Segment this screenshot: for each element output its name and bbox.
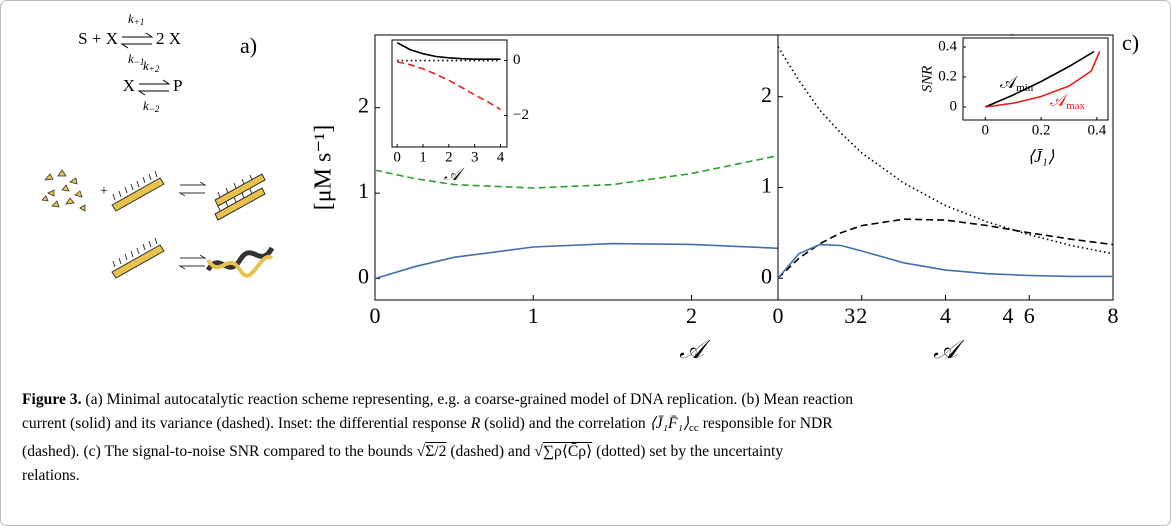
rate: k+2 bbox=[143, 58, 160, 74]
y-tick-label: 1 bbox=[358, 178, 369, 203]
equilibrium-arrow bbox=[120, 32, 154, 49]
nucleotides bbox=[41, 169, 86, 212]
x-tick-label: 0.2 bbox=[1032, 122, 1051, 138]
plot-frame bbox=[391, 39, 508, 148]
rate: k+1 bbox=[128, 11, 144, 27]
caption-text: (dotted) set by the uncertainty bbox=[592, 443, 784, 460]
x-tick-label: 4 bbox=[1003, 303, 1014, 328]
x-tick-label: 2 bbox=[856, 303, 867, 328]
y-tick-label: 2 bbox=[761, 82, 772, 107]
series-subscript: max bbox=[1066, 100, 1085, 112]
caption-text: (a) Minimal autocatalytic reaction schem… bbox=[81, 391, 854, 408]
x-tick-label: 0.4 bbox=[1087, 122, 1106, 138]
series-label: 𝒜min bbox=[1000, 73, 1034, 94]
series-subscript: min bbox=[1016, 82, 1034, 94]
y-axis-label: [μM s⁻¹] bbox=[311, 125, 337, 210]
x-tick-label: 1 bbox=[528, 303, 539, 328]
x-tick-label: 2 bbox=[686, 303, 697, 328]
plot-frame bbox=[962, 37, 1109, 121]
y-tick-label: 0 bbox=[358, 264, 369, 289]
products: P bbox=[173, 76, 182, 95]
x-tick-label: 1 bbox=[419, 149, 427, 165]
panel-label: a) bbox=[240, 33, 257, 58]
math: Σ/2 bbox=[425, 443, 447, 460]
x-tick-label: 3 bbox=[844, 303, 855, 328]
caption-text: responsible for NDR bbox=[698, 414, 833, 432]
x-axis-label: 𝒜 bbox=[444, 165, 465, 184]
x-tick-label: 6 bbox=[1024, 303, 1035, 328]
reactants: X bbox=[123, 76, 135, 95]
series-line bbox=[396, 41, 501, 60]
caption-line: Figure 3. (a) Minimal autocatalytic reac… bbox=[22, 388, 853, 412]
y-tick-label: −2 bbox=[513, 107, 529, 123]
caption: Figure 3. (a) Minimal autocatalytic reac… bbox=[22, 388, 853, 487]
x-axis-label: 𝒜 bbox=[679, 335, 711, 364]
x-tick-label: 0 bbox=[773, 303, 784, 328]
equilibrium-arrow bbox=[137, 79, 171, 96]
y-tick-label: 1 bbox=[761, 173, 772, 198]
rate: k−1 bbox=[128, 51, 144, 67]
x-tick-label: 3 bbox=[471, 149, 479, 165]
x-tick-label: 8 bbox=[1108, 303, 1119, 328]
caption-line: (dashed). (c) The signal-to-noise SNR co… bbox=[22, 440, 853, 464]
y-tick-label: 0.2 bbox=[938, 68, 957, 84]
caption-text: relations. bbox=[22, 466, 80, 484]
panel-label: c) bbox=[1122, 30, 1139, 55]
math: √ bbox=[534, 443, 543, 460]
series-line bbox=[778, 218, 1113, 279]
math: ∑ρ⟨C̄ρ⟩ bbox=[542, 443, 593, 460]
caption-line: current (solid) and its variance (dashed… bbox=[22, 412, 853, 441]
x-tick-label: 4 bbox=[497, 149, 505, 165]
caption-text: current (solid) and its variance (dashed… bbox=[22, 414, 471, 432]
math: R bbox=[470, 414, 481, 432]
chart: 0 1 2 3 4 0 −2 𝒜 bbox=[391, 39, 529, 184]
x-axis-label: ⟨J̄₁⟩ bbox=[1028, 147, 1055, 166]
y-tick-label: 2 bbox=[358, 93, 369, 118]
series-name: 𝒜 bbox=[1000, 73, 1018, 92]
figure-number: Figure 3. bbox=[22, 391, 82, 408]
series-line bbox=[778, 46, 1113, 255]
series-label: 𝒜max bbox=[1050, 91, 1086, 112]
caption-text: (dashed) and bbox=[446, 443, 535, 460]
plus: + bbox=[100, 184, 108, 199]
rate: k−2 bbox=[143, 98, 160, 114]
series-name: 𝒜 bbox=[1050, 91, 1068, 110]
y-tick-label: 0 bbox=[513, 52, 521, 68]
y-axis-label: SNR bbox=[919, 66, 935, 93]
products: 2 X bbox=[156, 29, 181, 48]
y-tick-label: 0 bbox=[761, 263, 772, 288]
series-line bbox=[778, 243, 1113, 279]
series-line bbox=[985, 51, 1101, 108]
x-tick-label: 0 bbox=[370, 303, 381, 328]
y-tick-label: 0.4 bbox=[938, 38, 957, 54]
caption-text: (dashed). (c) The signal-to-noise SNR co… bbox=[22, 443, 417, 460]
panel-a: a) S + X k+1 k−1 2 X X k+2 k−2 P + bbox=[41, 11, 275, 279]
x-tick-label: 0 bbox=[393, 149, 401, 165]
series-line bbox=[397, 61, 501, 111]
y-tick-label: 0 bbox=[950, 98, 958, 114]
math: √ bbox=[416, 443, 426, 460]
reactants: S + X bbox=[78, 29, 118, 48]
series-line bbox=[984, 50, 1095, 108]
x-axis-label: 𝒜 bbox=[933, 335, 965, 364]
math-subscript: cc bbox=[689, 421, 699, 434]
x-tick-label: 0 bbox=[982, 122, 990, 138]
dna-strands bbox=[111, 170, 275, 279]
caption-line: relations. bbox=[22, 464, 853, 488]
x-tick-label: 4 bbox=[940, 303, 951, 328]
x-tick-label: 2 bbox=[445, 149, 453, 165]
caption-text: (solid) and the correlation bbox=[480, 414, 650, 432]
math: ⟨J̄₁F̄₁⟩ bbox=[649, 414, 690, 432]
